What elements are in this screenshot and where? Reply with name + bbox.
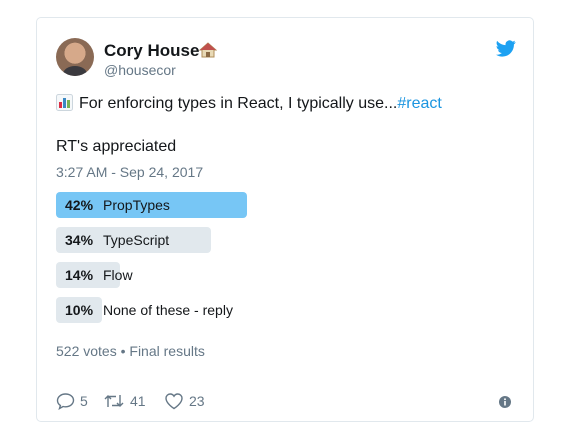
reply-count: 5 xyxy=(80,393,88,409)
like-count: 23 xyxy=(189,393,205,409)
poll-label: None of these - reply xyxy=(103,302,233,318)
poll-option: 42% PropTypes xyxy=(56,192,516,218)
heart-icon xyxy=(165,393,183,410)
poll-bar xyxy=(56,227,211,253)
timestamp[interactable]: 3:27 AM - Sep 24, 2017 xyxy=(56,164,204,180)
poll-bar xyxy=(56,192,247,218)
poll-bar xyxy=(56,262,120,288)
poll-option: 14% Flow xyxy=(56,262,516,288)
bar-chart-icon xyxy=(56,94,73,111)
house-icon xyxy=(199,42,217,58)
tweet-actions: 5 41 23 xyxy=(56,392,516,412)
info-icon[interactable] xyxy=(499,396,511,408)
hashtag-link[interactable]: #react xyxy=(397,95,442,112)
poll-label: Flow xyxy=(103,267,133,283)
reply-button[interactable]: 5 xyxy=(56,392,88,410)
poll-percent: 42% xyxy=(65,197,94,213)
author-handle[interactable]: @housecor xyxy=(104,62,176,78)
tweet-text: For enforcing types in React, I typicall… xyxy=(56,93,442,115)
reply-icon xyxy=(56,393,75,410)
like-button[interactable]: 23 xyxy=(164,392,205,410)
tweet-card: Cory House @housecor For enforcing types… xyxy=(36,17,534,422)
poll-option: 34% TypeScript xyxy=(56,227,516,253)
poll-percent: 14% xyxy=(65,267,94,283)
avatar[interactable] xyxy=(56,38,94,76)
poll-summary: 522 votes • Final results xyxy=(56,343,205,359)
poll: 42% PropTypes 34% TypeScript 14% Flow 10… xyxy=(56,192,516,332)
poll-percent: 10% xyxy=(65,302,94,318)
poll-label: PropTypes xyxy=(103,197,170,213)
rt-line: RT's appreciated xyxy=(56,138,177,155)
retweet-button[interactable]: 41 xyxy=(103,392,146,410)
tweet-body: For enforcing types in React, I typicall… xyxy=(79,95,398,112)
retweet-count: 41 xyxy=(130,393,146,409)
poll-percent: 34% xyxy=(65,232,94,248)
poll-label: TypeScript xyxy=(103,232,170,248)
twitter-bird-icon[interactable] xyxy=(496,40,516,57)
poll-option: 10% None of these - reply xyxy=(56,297,516,323)
retweet-icon xyxy=(104,395,124,407)
author-name[interactable]: Cory House xyxy=(104,41,200,60)
poll-bar xyxy=(56,297,102,323)
